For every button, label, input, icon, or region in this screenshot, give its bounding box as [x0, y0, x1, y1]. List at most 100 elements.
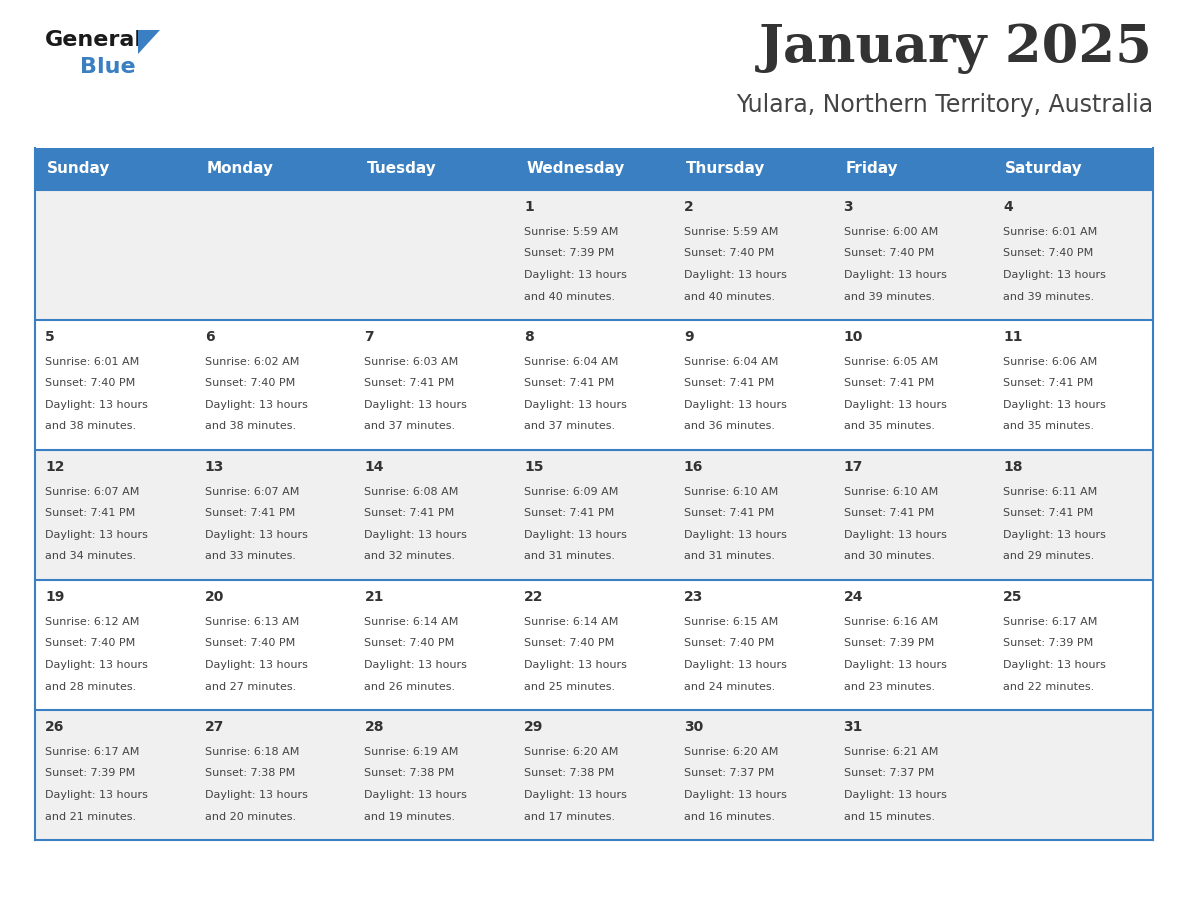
Text: 1: 1: [524, 200, 533, 214]
Text: Daylight: 13 hours: Daylight: 13 hours: [843, 660, 947, 670]
Text: and 26 minutes.: and 26 minutes.: [365, 681, 455, 691]
Text: Sunrise: 6:20 AM: Sunrise: 6:20 AM: [684, 747, 778, 757]
Text: 23: 23: [684, 590, 703, 604]
Text: Sunset: 7:41 PM: Sunset: 7:41 PM: [524, 378, 614, 388]
Text: and 32 minutes.: and 32 minutes.: [365, 552, 455, 562]
Text: 19: 19: [45, 590, 64, 604]
Text: and 23 minutes.: and 23 minutes.: [843, 681, 935, 691]
Text: Sunset: 7:41 PM: Sunset: 7:41 PM: [684, 378, 775, 388]
Bar: [34, 148, 1154, 190]
Text: and 39 minutes.: and 39 minutes.: [843, 292, 935, 301]
Text: Daylight: 13 hours: Daylight: 13 hours: [843, 270, 947, 280]
Text: 7: 7: [365, 330, 374, 344]
Text: Sunset: 7:40 PM: Sunset: 7:40 PM: [684, 639, 775, 648]
Text: Sunrise: 6:06 AM: Sunrise: 6:06 AM: [1004, 357, 1098, 367]
Text: Daylight: 13 hours: Daylight: 13 hours: [1004, 400, 1106, 410]
Text: Sunrise: 5:59 AM: Sunrise: 5:59 AM: [684, 227, 778, 237]
Text: Sunrise: 6:11 AM: Sunrise: 6:11 AM: [1004, 487, 1098, 497]
Text: Sunset: 7:38 PM: Sunset: 7:38 PM: [524, 768, 614, 778]
Text: Sunset: 7:39 PM: Sunset: 7:39 PM: [45, 768, 135, 778]
Text: 30: 30: [684, 720, 703, 734]
Text: Daylight: 13 hours: Daylight: 13 hours: [45, 530, 147, 540]
Text: 20: 20: [204, 590, 225, 604]
Text: and 31 minutes.: and 31 minutes.: [684, 552, 775, 562]
Text: and 17 minutes.: and 17 minutes.: [524, 812, 615, 822]
Text: Thursday: Thursday: [685, 162, 765, 176]
Text: Sunset: 7:37 PM: Sunset: 7:37 PM: [843, 768, 934, 778]
Bar: [34, 450, 1154, 580]
Text: Sunset: 7:41 PM: Sunset: 7:41 PM: [45, 509, 135, 519]
Text: Sunset: 7:41 PM: Sunset: 7:41 PM: [843, 509, 934, 519]
Bar: [34, 710, 1154, 840]
Text: Yulara, Northern Territory, Australia: Yulara, Northern Territory, Australia: [735, 93, 1154, 117]
Text: Sunrise: 6:19 AM: Sunrise: 6:19 AM: [365, 747, 459, 757]
Text: and 29 minutes.: and 29 minutes.: [1004, 552, 1094, 562]
Text: 21: 21: [365, 590, 384, 604]
Text: Sunrise: 6:10 AM: Sunrise: 6:10 AM: [843, 487, 937, 497]
Text: 28: 28: [365, 720, 384, 734]
Text: 9: 9: [684, 330, 694, 344]
Text: and 24 minutes.: and 24 minutes.: [684, 681, 775, 691]
Text: 14: 14: [365, 460, 384, 474]
Text: Sunrise: 6:08 AM: Sunrise: 6:08 AM: [365, 487, 459, 497]
Text: Saturday: Saturday: [1005, 162, 1083, 176]
Text: Sunset: 7:38 PM: Sunset: 7:38 PM: [365, 768, 455, 778]
Text: 8: 8: [524, 330, 533, 344]
Text: Sunrise: 5:59 AM: Sunrise: 5:59 AM: [524, 227, 619, 237]
Text: and 40 minutes.: and 40 minutes.: [524, 292, 615, 301]
Text: Daylight: 13 hours: Daylight: 13 hours: [524, 270, 627, 280]
Text: and 35 minutes.: and 35 minutes.: [1004, 421, 1094, 431]
Text: Daylight: 13 hours: Daylight: 13 hours: [684, 400, 786, 410]
Text: 26: 26: [45, 720, 64, 734]
Text: Tuesday: Tuesday: [366, 162, 436, 176]
Text: Sunrise: 6:00 AM: Sunrise: 6:00 AM: [843, 227, 937, 237]
Text: Daylight: 13 hours: Daylight: 13 hours: [1004, 660, 1106, 670]
Text: Sunset: 7:41 PM: Sunset: 7:41 PM: [524, 509, 614, 519]
Text: Sunset: 7:41 PM: Sunset: 7:41 PM: [365, 378, 455, 388]
Text: Sunrise: 6:17 AM: Sunrise: 6:17 AM: [1004, 617, 1098, 627]
Text: Sunrise: 6:20 AM: Sunrise: 6:20 AM: [524, 747, 619, 757]
Text: Daylight: 13 hours: Daylight: 13 hours: [684, 270, 786, 280]
Text: and 15 minutes.: and 15 minutes.: [843, 812, 935, 822]
Text: 13: 13: [204, 460, 225, 474]
Text: Daylight: 13 hours: Daylight: 13 hours: [204, 660, 308, 670]
Text: 3: 3: [843, 200, 853, 214]
Text: General: General: [45, 30, 143, 50]
Text: Sunrise: 6:14 AM: Sunrise: 6:14 AM: [365, 617, 459, 627]
Text: Daylight: 13 hours: Daylight: 13 hours: [45, 790, 147, 800]
Text: Sunset: 7:40 PM: Sunset: 7:40 PM: [1004, 249, 1093, 259]
Text: and 25 minutes.: and 25 minutes.: [524, 681, 615, 691]
Text: Sunrise: 6:18 AM: Sunrise: 6:18 AM: [204, 747, 299, 757]
Text: Sunrise: 6:03 AM: Sunrise: 6:03 AM: [365, 357, 459, 367]
Text: and 22 minutes.: and 22 minutes.: [1004, 681, 1094, 691]
Text: and 31 minutes.: and 31 minutes.: [524, 552, 615, 562]
Text: 5: 5: [45, 330, 55, 344]
Text: Sunset: 7:40 PM: Sunset: 7:40 PM: [843, 249, 934, 259]
Bar: [34, 320, 1154, 450]
Text: 10: 10: [843, 330, 862, 344]
Text: Sunrise: 6:15 AM: Sunrise: 6:15 AM: [684, 617, 778, 627]
Text: Sunset: 7:39 PM: Sunset: 7:39 PM: [524, 249, 614, 259]
Text: 16: 16: [684, 460, 703, 474]
Text: Daylight: 13 hours: Daylight: 13 hours: [365, 400, 467, 410]
Text: Sunrise: 6:16 AM: Sunrise: 6:16 AM: [843, 617, 937, 627]
Text: and 39 minutes.: and 39 minutes.: [1004, 292, 1094, 301]
Polygon shape: [138, 30, 160, 54]
Text: and 19 minutes.: and 19 minutes.: [365, 812, 455, 822]
Text: Friday: Friday: [846, 162, 898, 176]
Text: Daylight: 13 hours: Daylight: 13 hours: [365, 790, 467, 800]
Text: Wednesday: Wednesday: [526, 162, 625, 176]
Text: Daylight: 13 hours: Daylight: 13 hours: [365, 660, 467, 670]
Text: Sunset: 7:39 PM: Sunset: 7:39 PM: [1004, 639, 1093, 648]
Text: and 33 minutes.: and 33 minutes.: [204, 552, 296, 562]
Text: Daylight: 13 hours: Daylight: 13 hours: [524, 660, 627, 670]
Text: and 28 minutes.: and 28 minutes.: [45, 681, 137, 691]
Text: Daylight: 13 hours: Daylight: 13 hours: [365, 530, 467, 540]
Text: Sunday: Sunday: [48, 162, 110, 176]
Text: Sunrise: 6:01 AM: Sunrise: 6:01 AM: [1004, 227, 1098, 237]
Text: Daylight: 13 hours: Daylight: 13 hours: [204, 530, 308, 540]
Text: 18: 18: [1004, 460, 1023, 474]
Text: Daylight: 13 hours: Daylight: 13 hours: [524, 400, 627, 410]
Text: Sunset: 7:40 PM: Sunset: 7:40 PM: [45, 378, 135, 388]
Text: Daylight: 13 hours: Daylight: 13 hours: [843, 790, 947, 800]
